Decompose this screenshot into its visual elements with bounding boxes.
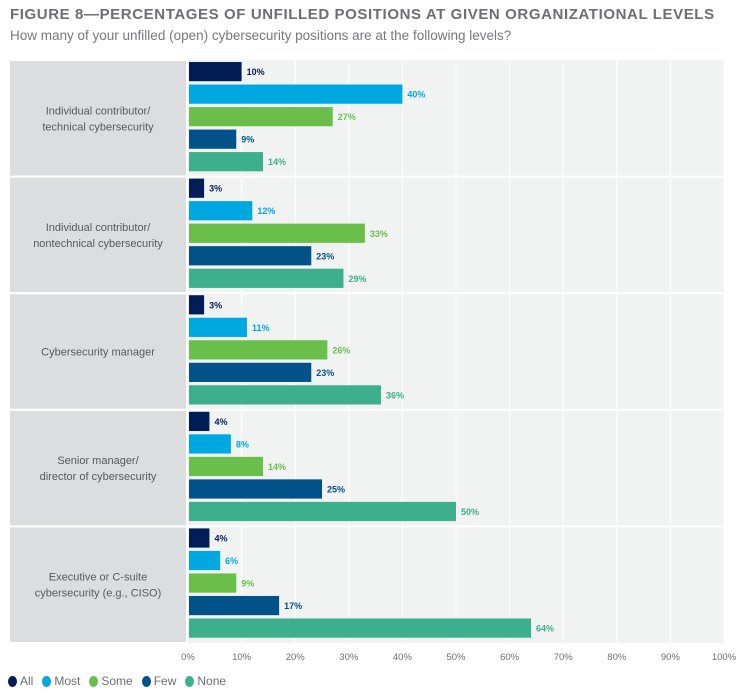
data-label: 12% <box>257 206 275 216</box>
bar-all <box>189 411 210 432</box>
x-tick-label: 70% <box>554 652 574 663</box>
bar-most <box>189 84 403 104</box>
category-label: Individual contributor/ <box>46 105 152 117</box>
category-label: technical cybersecurity <box>42 121 154 133</box>
x-tick-label: 20% <box>286 652 306 663</box>
data-label: 17% <box>284 601 302 611</box>
data-label: 11% <box>252 323 270 333</box>
x-tick-label: 100% <box>712 652 737 663</box>
data-label: 36% <box>386 390 404 400</box>
bar-all <box>189 295 205 315</box>
bar-chart: 0% 10% 20% 30% 40% 50% 60% 70% 80% 90% 100% Individ… <box>10 60 737 663</box>
bar-all <box>189 62 242 82</box>
category-panel <box>10 294 186 409</box>
x-tick-label: 40% <box>393 652 413 663</box>
data-label: 50% <box>461 507 479 517</box>
legend-label: All <box>20 674 34 688</box>
legend-item-all: All <box>8 674 33 688</box>
bar-none <box>189 385 381 405</box>
bar-some <box>189 573 237 593</box>
category-panel <box>10 410 186 526</box>
x-tick-label: 90% <box>661 652 681 663</box>
legend-item-most: Most <box>42 674 80 688</box>
data-label: 29% <box>348 274 366 284</box>
legend-item-few: Few <box>141 674 177 688</box>
legend-marker <box>42 675 52 687</box>
x-tick-label: 60% <box>500 652 520 663</box>
x-tick-label: 80% <box>607 652 627 663</box>
bar-all <box>189 528 210 548</box>
category-panel <box>10 61 186 176</box>
category-label: Cybersecurity manager <box>41 347 155 359</box>
data-label: 3% <box>209 300 222 310</box>
data-label: 23% <box>316 251 334 261</box>
category-label: Individual contributor/ <box>46 222 152 234</box>
data-label: 8% <box>236 439 249 449</box>
data-label: 9% <box>241 135 254 145</box>
data-label: 4% <box>214 534 227 544</box>
bar-most <box>189 201 253 221</box>
data-label: 33% <box>370 229 388 239</box>
data-label: 14% <box>268 157 286 167</box>
legend: All Most Some Few None <box>8 674 226 688</box>
category-label: director of cybersecurity <box>40 471 157 483</box>
bar-none <box>189 501 456 522</box>
data-label: 6% <box>225 556 238 566</box>
bar-few <box>189 362 312 382</box>
bar-all <box>189 178 205 198</box>
x-tick-label: 50% <box>446 652 466 663</box>
bar-most <box>189 550 221 571</box>
data-label: 64% <box>536 624 554 634</box>
legend-marker <box>141 675 151 687</box>
data-label: 25% <box>327 484 345 494</box>
bar-most <box>189 434 231 454</box>
data-label: 10% <box>247 67 265 77</box>
bar-few <box>189 129 237 149</box>
legend-label: None <box>197 674 227 688</box>
legend-label: Most <box>54 674 81 688</box>
bar-some <box>189 107 333 127</box>
data-label: 14% <box>268 462 286 472</box>
bar-some <box>189 340 328 360</box>
legend-marker <box>89 675 99 687</box>
category-label: Executive or C-suite <box>49 572 147 584</box>
category-label: Senior manager/ <box>57 455 139 467</box>
data-label: 40% <box>407 90 425 100</box>
bar-none <box>189 268 344 288</box>
legend-label: Few <box>153 674 177 688</box>
data-label: 4% <box>214 417 227 427</box>
x-tick-label: 30% <box>339 652 359 663</box>
data-label: 27% <box>338 112 356 122</box>
data-label: 26% <box>332 345 350 355</box>
legend-marker <box>185 675 195 687</box>
data-label: 9% <box>241 579 254 589</box>
bar-few <box>189 479 322 499</box>
bar-few <box>189 246 312 266</box>
category-panel <box>10 177 186 293</box>
bar-some <box>189 456 264 477</box>
legend-label: Some <box>101 674 133 688</box>
legend-item-some: Some <box>89 674 133 688</box>
data-label: 3% <box>209 184 222 194</box>
category-label: cybersecurity (e.g., CISO) <box>35 588 162 600</box>
chart-title: FIGURE 8—PERCENTAGES OF UNFILLED POSITIO… <box>10 6 715 23</box>
category-panel <box>10 527 186 642</box>
x-tick-label: 0% <box>181 652 195 663</box>
bar-most <box>189 317 247 337</box>
bar-none <box>189 618 532 638</box>
legend-item-none: None <box>185 674 226 688</box>
bar-few <box>189 595 280 616</box>
category-label: nontechnical cybersecurity <box>33 238 163 250</box>
bar-none <box>189 152 264 172</box>
chart-subtitle: How many of your unfilled (open) cyberse… <box>10 28 512 43</box>
legend-marker <box>8 675 17 687</box>
bar-some <box>189 223 365 243</box>
data-label: 23% <box>316 368 334 378</box>
x-tick-label: 10% <box>232 652 252 663</box>
